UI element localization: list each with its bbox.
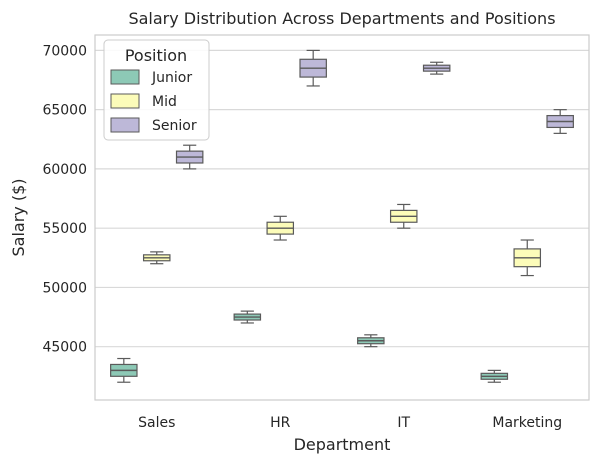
y-axis-label: Salary ($) [9, 178, 28, 256]
box-senior-sales [175, 144, 204, 170]
box-mid-it [389, 203, 418, 229]
box-mid-sales [142, 251, 171, 265]
box-mid-marketing [513, 239, 542, 277]
plot-frame [94, 34, 590, 401]
x-tick-label: Marketing [492, 415, 562, 431]
legend: Position Junior Mid Senior [103, 39, 210, 141]
box-senior-marketing [546, 109, 574, 134]
box-junior-it [357, 334, 385, 348]
x-tick-label: IT [397, 415, 410, 431]
box-senior-it [422, 61, 451, 75]
y-tick-label: 50000 [42, 280, 87, 296]
legend-swatch-junior [110, 69, 140, 85]
y-tick-label: 45000 [42, 340, 87, 356]
legend-swatch-senior [110, 117, 140, 133]
y-tick-label: 55000 [42, 221, 87, 237]
box-series [110, 49, 574, 383]
legend-frame [103, 39, 210, 141]
x-tick-label: Sales [138, 415, 175, 431]
y-tick-label: 65000 [42, 103, 87, 119]
x-tick-label: HR [270, 415, 291, 431]
box-junior-hr [233, 310, 262, 324]
box-mid-hr [266, 215, 295, 241]
legend-label-junior: Junior [151, 70, 192, 86]
box-senior-hr [299, 49, 327, 87]
x-tick-labels: Sales HR IT Marketing [138, 415, 562, 431]
chart-title: Salary Distribution Across Departments a… [128, 9, 555, 28]
x-axis-label: Department [294, 435, 391, 454]
legend-label-senior: Senior [152, 118, 197, 134]
box-junior-marketing [480, 369, 509, 383]
box-junior-sales [110, 357, 138, 383]
legend-label-mid: Mid [152, 94, 177, 110]
legend-swatch-mid [110, 93, 140, 109]
y-tick-label: 60000 [42, 162, 87, 178]
legend-title: Position [125, 46, 187, 65]
y-tick-label: 70000 [42, 43, 87, 59]
y-tick-labels: 45000 50000 55000 60000 65000 70000 [42, 43, 87, 355]
